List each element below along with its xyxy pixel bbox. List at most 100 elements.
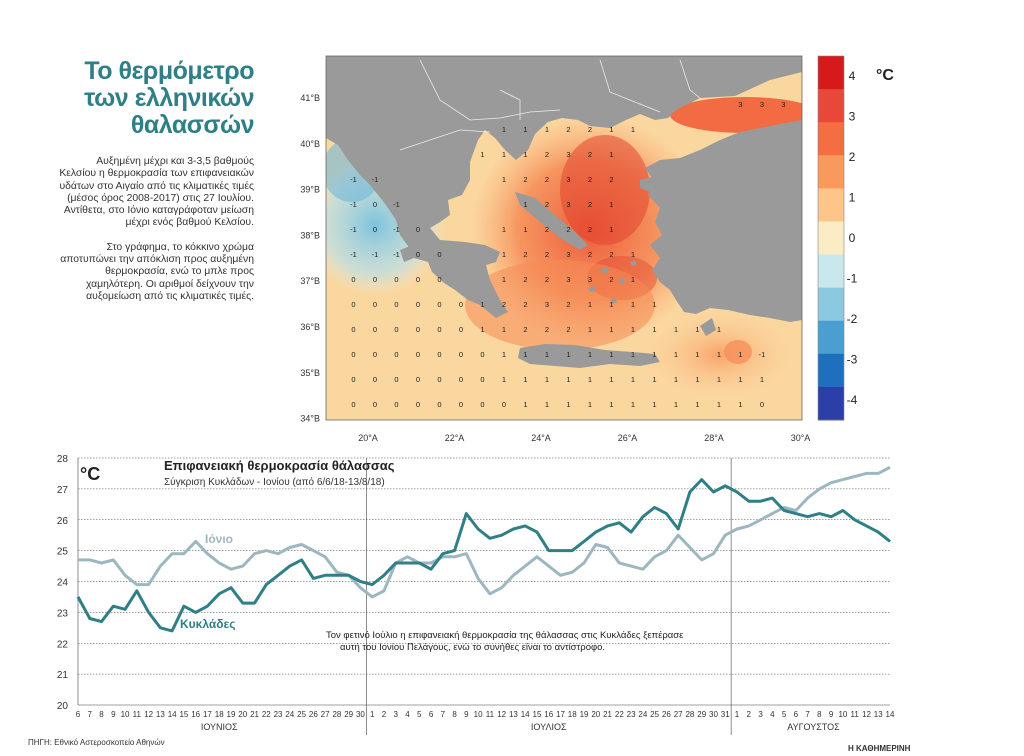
anomaly-value: 1	[609, 400, 613, 409]
title-line-2: των ελληνικών	[84, 84, 254, 112]
anomaly-value: 2	[588, 125, 592, 134]
colorbar-tick: 2	[849, 150, 856, 164]
anomaly-value: 0	[502, 400, 506, 409]
anomaly-value: 1	[502, 325, 506, 334]
x-tick-label: 19	[580, 710, 589, 719]
x-tick-label: 16	[544, 710, 553, 719]
anomaly-value: 1	[609, 200, 613, 209]
colorbar-tick: -3	[847, 353, 858, 367]
x-tick-label: 8	[817, 710, 822, 719]
anomaly-value: 1	[502, 275, 506, 284]
title-line-3: θαλασσών	[130, 111, 255, 139]
anomaly-value: 2	[609, 175, 613, 184]
colorbar-tick: 3	[849, 110, 856, 124]
anomaly-value: 0	[373, 300, 377, 309]
anomaly-value: 1	[502, 350, 506, 359]
anomaly-value: -1	[393, 250, 400, 259]
anomaly-value: 2	[588, 150, 592, 159]
evia-island	[515, 192, 588, 250]
colorbar-swatch	[818, 320, 844, 355]
anomaly-value: 1	[674, 375, 678, 384]
x-tick-label: 29	[344, 710, 353, 719]
anomaly-value: 2	[545, 275, 549, 284]
anomaly-value: 3	[566, 175, 570, 184]
anomaly-value: -1	[350, 175, 357, 184]
x-tick-label: 24	[285, 710, 294, 719]
x-tick-label: 5	[417, 710, 422, 719]
anomaly-value: 1	[695, 400, 699, 409]
anomaly-value: 0	[373, 350, 377, 359]
anomaly-value: -1	[372, 250, 379, 259]
x-tick-label: 3	[394, 710, 399, 719]
description-paragraph-1: Αυξημένη μέχρι και 3-3,5 βαθμούς Κελσίου…	[59, 156, 254, 229]
anomaly-value: 1	[502, 250, 506, 259]
anomaly-value: 2	[566, 325, 570, 334]
lesvos-island	[640, 176, 662, 192]
description-paragraph-2: Στο γράφημα, το κόκκινο χρώμα αποτυπώνει…	[60, 241, 254, 302]
anomaly-value: 1	[523, 350, 527, 359]
x-tick-label: 14	[886, 710, 895, 719]
latitude-labels: 41°B 40°B 39°B 38°B 37°B 36°B 35°B 34°B	[300, 93, 320, 424]
anomaly-value: 1	[652, 350, 656, 359]
anomaly-value: 0	[459, 375, 463, 384]
anomaly-value: 1	[502, 175, 506, 184]
sea-temperature-anomaly-map: 3 3 3 1 1 1 2 2 1 1 1 1 1 2 3 2 1 -1 -1 1 2 2 3 2 2 -1 0 -1 1 2 3 2 1 -1 0…	[300, 55, 894, 443]
anomaly-value: 0	[373, 400, 377, 409]
colorbar-tick: 4	[849, 69, 856, 83]
x-tick-label: 15	[179, 710, 188, 719]
anomaly-value: 1	[652, 325, 656, 334]
anomaly-value: 1	[523, 200, 527, 209]
anomaly-value: 0	[437, 300, 441, 309]
cyclades-series-label: Κυκλάδες	[180, 617, 235, 631]
anomaly-value: 1	[631, 125, 635, 134]
colorbar-swatch	[818, 353, 844, 388]
x-tick-label: 15	[533, 710, 542, 719]
map-frame	[325, 55, 803, 421]
x-tick-label: 25	[650, 710, 659, 719]
anomaly-value: 1	[523, 400, 527, 409]
x-tick-label: 23	[627, 710, 636, 719]
country-borders	[399, 59, 701, 151]
anomaly-value: 1	[609, 375, 613, 384]
anomaly-value: 0	[459, 300, 463, 309]
anomaly-value: 1	[609, 225, 613, 234]
anomaly-value: 1	[652, 300, 656, 309]
longitude-label: 20°A	[358, 433, 378, 443]
x-tick-label: 1	[370, 710, 375, 719]
x-tick-label: 27	[321, 710, 330, 719]
anomaly-value: 0	[437, 350, 441, 359]
anomaly-value: 0	[416, 400, 420, 409]
levantine-warm	[635, 305, 802, 405]
anomaly-value: 0	[416, 275, 420, 284]
anomaly-value: 1	[717, 325, 721, 334]
anomaly-value: 0	[394, 325, 398, 334]
longitude-labels: 20°A 22°A 24°A 26°A 28°A 30°A	[358, 433, 810, 443]
x-tick-label: 14	[168, 710, 177, 719]
anomaly-value: 0	[416, 325, 420, 334]
anomaly-value: 2	[523, 175, 527, 184]
y-tick-label: 28	[57, 454, 69, 465]
anomaly-value: 0	[437, 250, 441, 259]
source-credit: ΠΗΓΗ: Εθνικό Αστεροσκοπείο Αθηνών	[28, 738, 165, 747]
anomaly-value: 0	[459, 400, 463, 409]
anomaly-value: 0	[459, 350, 463, 359]
anomaly-value: 0	[416, 225, 420, 234]
series-line	[78, 465, 891, 599]
colorbar-tick: -2	[847, 312, 858, 326]
anomaly-value: 0	[760, 400, 764, 409]
anomaly-value: 0	[373, 200, 377, 209]
anomaly-value: 1	[545, 400, 549, 409]
anomaly-value: 3	[566, 200, 570, 209]
anomaly-value: 0	[394, 400, 398, 409]
chart-y-unit: °C	[80, 464, 100, 484]
x-tick-label: 30	[356, 710, 365, 719]
anomaly-value: -1	[393, 200, 400, 209]
anomaly-value: 0	[373, 325, 377, 334]
north-aegean-hot-core	[560, 135, 650, 245]
balkan-landmass	[326, 56, 802, 318]
anomaly-value: 0	[373, 375, 377, 384]
x-tick-label: 2	[382, 710, 387, 719]
x-tick-label: 9	[464, 710, 469, 719]
y-tick-label: 26	[57, 516, 69, 527]
anomaly-value: 1	[523, 375, 527, 384]
